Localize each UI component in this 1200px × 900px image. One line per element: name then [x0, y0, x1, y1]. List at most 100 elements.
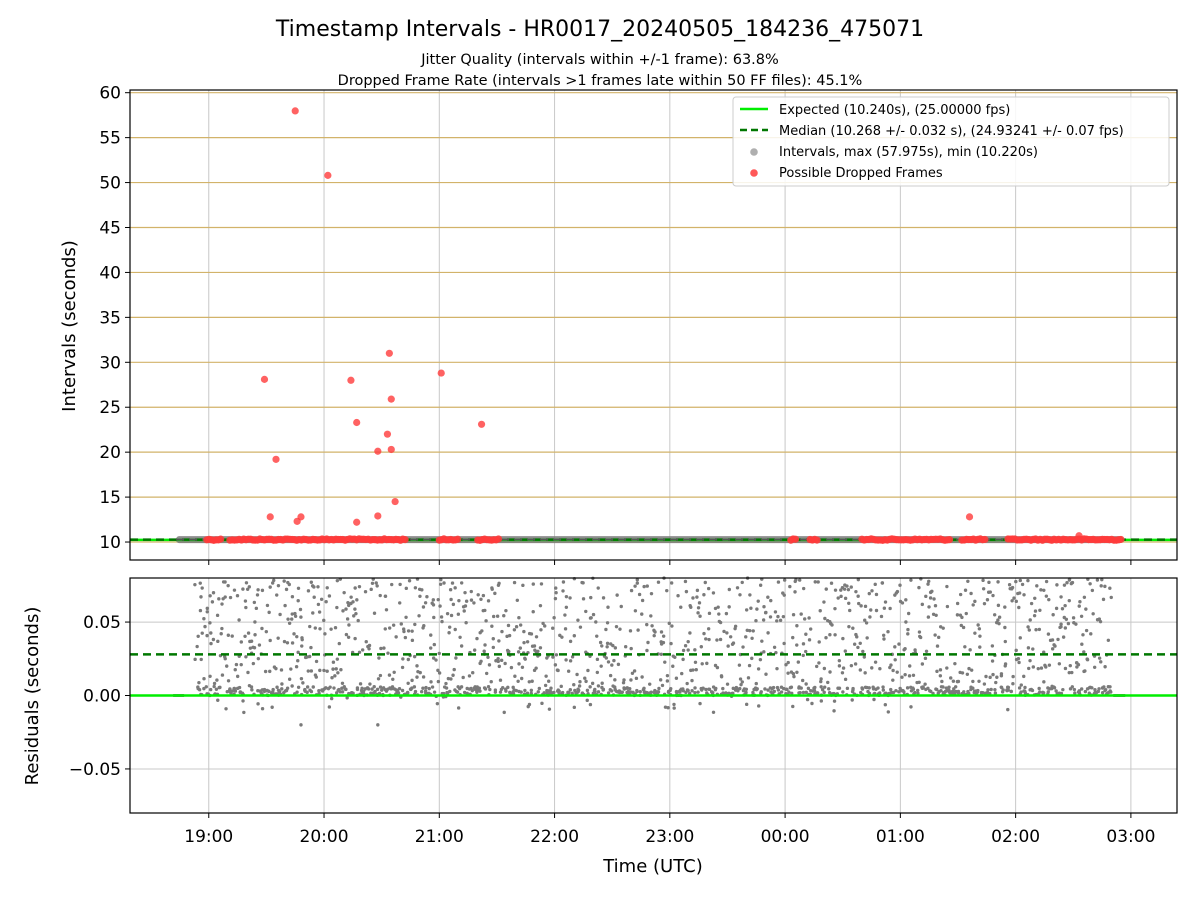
- residual-point: [704, 687, 708, 692]
- residual-point: [1079, 687, 1084, 691]
- residual-point: [999, 674, 1004, 678]
- residual-point: [459, 644, 464, 648]
- residual-point: [543, 683, 548, 688]
- dropped-frame-point: [266, 513, 274, 521]
- x-tick-label: 20:00: [300, 827, 349, 847]
- residual-point: [669, 641, 673, 646]
- residual-point: [515, 598, 520, 602]
- residual-point: [702, 593, 706, 597]
- residual-point: [804, 682, 808, 686]
- residual-point: [572, 634, 577, 638]
- residual-point: [676, 593, 680, 598]
- residual-point: [405, 690, 410, 695]
- residual-point: [514, 625, 519, 629]
- residual-point: [317, 610, 322, 614]
- residual-point: [714, 686, 718, 691]
- residual-point: [228, 687, 232, 691]
- top-y-tick-label: 35: [99, 308, 121, 328]
- residual-point: [248, 646, 253, 650]
- residual-point: [267, 610, 271, 615]
- dropped-frame-point: [1075, 532, 1083, 540]
- residual-point: [412, 685, 417, 689]
- residual-point: [556, 668, 560, 673]
- residual-point: [748, 593, 752, 597]
- residual-point: [551, 626, 555, 630]
- residual-point: [208, 594, 212, 598]
- top-y-tick-label: 25: [99, 398, 121, 418]
- residual-point: [953, 661, 957, 666]
- residual-point: [947, 685, 951, 689]
- residual-point: [410, 678, 414, 683]
- residual-point: [941, 685, 945, 689]
- residual-point: [652, 633, 656, 638]
- residual-point: [391, 677, 395, 682]
- residual-point: [563, 613, 567, 617]
- residual-point: [605, 621, 610, 625]
- residual-point: [894, 688, 898, 693]
- residual-point: [344, 632, 349, 637]
- residual-point: [801, 642, 806, 646]
- residual-point: [463, 604, 468, 608]
- dropped-frame-point: [347, 376, 355, 384]
- residual-point: [456, 706, 461, 710]
- residual-point: [384, 608, 389, 612]
- residual-point: [991, 593, 995, 598]
- residual-point: [963, 588, 968, 592]
- residual-point: [658, 678, 663, 682]
- residual-point: [886, 710, 891, 714]
- residual-point: [325, 586, 329, 590]
- top-y-tick-label: 15: [99, 488, 121, 508]
- residual-point: [598, 640, 603, 645]
- residual-point: [867, 591, 871, 596]
- residual-point: [1092, 665, 1097, 670]
- residual-point: [782, 593, 786, 597]
- residual-point: [973, 631, 977, 635]
- residual-point: [706, 627, 711, 631]
- residual-point: [1023, 690, 1028, 695]
- residual-point: [486, 684, 491, 689]
- residual-point: [498, 690, 503, 694]
- residual-point: [731, 686, 735, 691]
- residual-point: [1082, 650, 1086, 654]
- residual-point: [903, 647, 907, 651]
- residual-point: [330, 676, 334, 680]
- legend-intervals-swatch: [750, 148, 758, 156]
- residual-point: [635, 581, 640, 585]
- residual-point: [657, 686, 661, 691]
- residual-point: [454, 656, 458, 660]
- residual-point: [401, 657, 405, 661]
- residual-point: [596, 684, 601, 688]
- residual-point: [653, 630, 657, 634]
- residual-point: [446, 676, 451, 681]
- residual-point: [522, 629, 526, 634]
- residual-point: [1065, 580, 1069, 585]
- residual-point: [308, 624, 312, 629]
- residual-point: [1043, 663, 1047, 668]
- residual-point: [804, 649, 808, 654]
- residual-point: [590, 681, 595, 686]
- residual-point: [479, 659, 483, 663]
- residual-point: [305, 685, 310, 689]
- residual-point: [439, 615, 444, 619]
- residual-point: [693, 690, 697, 695]
- residual-point: [1064, 617, 1069, 621]
- bottom-y-axis-label: Residuals (seconds): [22, 607, 43, 786]
- residual-point: [628, 686, 632, 691]
- residual-point: [491, 614, 496, 619]
- residual-point: [615, 593, 619, 597]
- residual-point: [1100, 577, 1104, 582]
- residual-point: [1003, 639, 1008, 644]
- residual-point: [994, 680, 998, 685]
- residual-point: [306, 669, 310, 673]
- residual-point: [523, 657, 527, 661]
- residual-point: [757, 704, 761, 708]
- residual-point: [439, 577, 443, 582]
- residual-point: [434, 658, 438, 662]
- residual-point: [700, 662, 704, 666]
- residual-point: [1063, 666, 1068, 671]
- residual-point: [367, 647, 371, 651]
- residual-point: [727, 605, 731, 609]
- residual-point: [818, 609, 822, 613]
- residual-point: [956, 691, 961, 695]
- residual-point: [210, 600, 215, 604]
